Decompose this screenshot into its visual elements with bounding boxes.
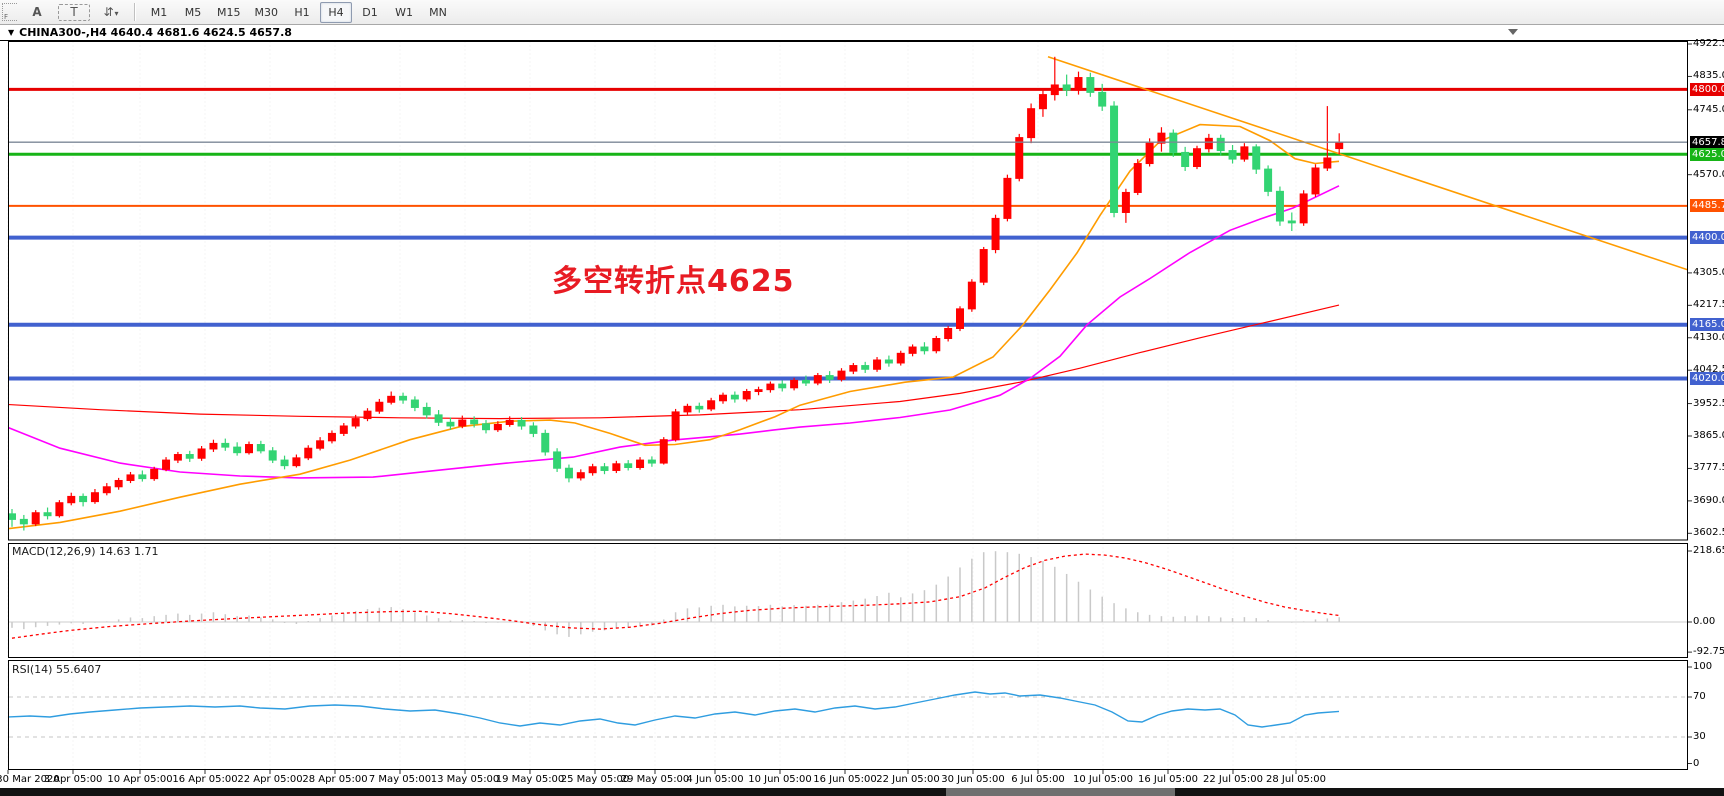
price-tick-label: 3865.0 <box>1693 429 1724 441</box>
price-level-badge: 4165.0 <box>1690 318 1724 332</box>
price-tick-label: 3602.5 <box>1693 527 1724 539</box>
timeframe-button-m30[interactable]: M30 <box>254 5 279 19</box>
rsi-tick-label: 100 <box>1693 661 1713 672</box>
rsi-indicator-label: RSI(14) 55.6407 <box>12 663 102 676</box>
price-tick-label: 3952.5 <box>1693 397 1724 409</box>
timeframe-button-h4[interactable]: H4 <box>320 1 352 23</box>
macd-tick-label: 218.65 <box>1693 545 1724 556</box>
panel-splitter-macd[interactable] <box>0 539 1724 543</box>
date-tick-label: 30 Jun 05:00 <box>941 774 1005 785</box>
date-tick-label: 28 Jul 05:00 <box>1266 774 1326 785</box>
price-tick-label: 3777.5 <box>1693 462 1724 474</box>
macd-tick-label: 0.00 <box>1693 616 1716 627</box>
date-tick-label: 22 Jul 05:00 <box>1203 774 1263 785</box>
macd-tick-label: -92.75 <box>1693 646 1724 658</box>
date-tick-label: 22 Apr 05:00 <box>237 774 303 785</box>
panel-frame-2 <box>8 660 1688 770</box>
price-level-badge: 4400.0 <box>1690 231 1724 245</box>
arrow-pointer-icon[interactable]: A <box>32 4 42 19</box>
collapse-triangle-icon[interactable]: ▼ <box>8 28 15 37</box>
date-tick-label: 13 May 05:00 <box>430 774 500 785</box>
date-tick-label: 7 May 05:00 <box>368 774 432 785</box>
price-tick-label: 4217.5 <box>1693 299 1724 311</box>
date-tick-label: 6 Jul 05:00 <box>1011 774 1065 785</box>
timeframe-button-m1[interactable]: M1 <box>150 5 168 19</box>
date-tick-label: 4 Jun 05:00 <box>686 774 744 785</box>
date-tick-label: 3 Apr 05:00 <box>43 774 103 785</box>
price-tick-label: 4570.0 <box>1693 168 1724 180</box>
rsi-line <box>9 691 1340 728</box>
candlestick-series <box>9 56 1344 531</box>
date-tick-label: 28 Apr 05:00 <box>302 774 368 785</box>
rsi-tick-label: 30 <box>1693 731 1706 742</box>
chevron-down-icon: ▾ <box>114 8 119 18</box>
date-tick-label: 16 Jul 05:00 <box>1138 774 1198 785</box>
timeframe-button-mn[interactable]: MN <box>429 5 447 19</box>
text-label-icon[interactable]: T <box>58 3 90 21</box>
price-tick-label: 3690.0 <box>1693 494 1724 506</box>
macd-indicator-label: MACD(12,26,9) 14.63 1.71 <box>12 545 159 558</box>
price-level-badge: 4485.7 <box>1690 199 1724 213</box>
date-tick-label: 25 May 05:00 <box>560 774 630 785</box>
price-tick-label: 4922.5 <box>1693 38 1724 49</box>
date-tick-label: 16 Jun 05:00 <box>813 774 877 785</box>
price-level-badge: 4020.0 <box>1690 372 1724 386</box>
toolbar: F A T ⇵▾ M1 M5 M15 M30 H1 H4 D1 W1 MN <box>0 0 1724 25</box>
cycle-arrows-icon[interactable]: ⇵▾ <box>103 4 119 19</box>
timeframe-button-m15[interactable]: M15 <box>217 5 241 19</box>
chart-shift-marker <box>1508 29 1518 35</box>
toolbar-separator <box>134 3 136 21</box>
date-tick-label: 10 Jul 05:00 <box>1073 774 1133 785</box>
date-tick-label: 10 Jun 05:00 <box>748 774 812 785</box>
price-level-badge: 4800.0 <box>1690 82 1724 96</box>
date-tick-label: 16 Apr 05:00 <box>172 774 238 785</box>
date-tick-label: 30 Mar 2020 <box>0 774 60 785</box>
price-tick-label: 4835.0 <box>1693 70 1724 82</box>
macd-panel <box>9 551 1687 639</box>
bottom-strip-segment <box>946 788 1175 796</box>
date-tick-label: 29 May 05:00 <box>620 774 690 785</box>
price-annotation-text: 多空转折点4625 <box>552 264 795 299</box>
panel-frame-1 <box>8 543 1688 658</box>
panel-splitter-rsi[interactable] <box>0 656 1724 660</box>
rsi-tick-label: 0 <box>1693 757 1700 769</box>
ma-magenta <box>9 185 1340 479</box>
chart-title-bar: ▼ CHINA300-,H4 4640.4 4681.6 4624.5 4657… <box>0 25 1724 41</box>
date-tick-label: 19 May 05:00 <box>495 774 565 785</box>
rsi-panel <box>9 691 1687 738</box>
price-tick-label: 4042.5 <box>1693 364 1724 376</box>
rsi-tick-label: 70 <box>1693 691 1706 702</box>
price-level-badge: 4657.8 <box>1690 135 1724 149</box>
date-tick-label: 22 Jun 05:00 <box>876 774 940 785</box>
date-tick-label: 10 Apr 05:00 <box>107 774 173 785</box>
symbol-ohlc-title: CHINA300-,H4 4640.4 4681.6 4624.5 4657.8 <box>19 26 292 39</box>
timeframe-button-h1[interactable]: H1 <box>294 5 310 19</box>
price-tick-label: 4130.0 <box>1693 331 1724 343</box>
price-level-badge: 4625.0 <box>1690 147 1724 161</box>
price-tick-label: 4305.0 <box>1693 266 1724 278</box>
toolbar-grip-icon[interactable]: F <box>2 3 17 21</box>
window-bottom-strip <box>0 788 1724 796</box>
price-tick-label: 4745.0 <box>1693 103 1724 115</box>
panel-frame-0 <box>8 41 1688 541</box>
timeframe-button-m5[interactable]: M5 <box>184 5 202 19</box>
ma-red-slow <box>9 304 1340 420</box>
main-price-panel <box>9 56 1687 531</box>
timeframe-button-w1[interactable]: W1 <box>395 5 413 19</box>
timeframe-group: M1 M5 M15 M30 H1 H4 D1 W1 MN <box>142 1 455 23</box>
descending-trendline <box>1047 56 1687 271</box>
timeframe-button-d1[interactable]: D1 <box>362 5 378 19</box>
macd-signal-line <box>11 553 1340 639</box>
